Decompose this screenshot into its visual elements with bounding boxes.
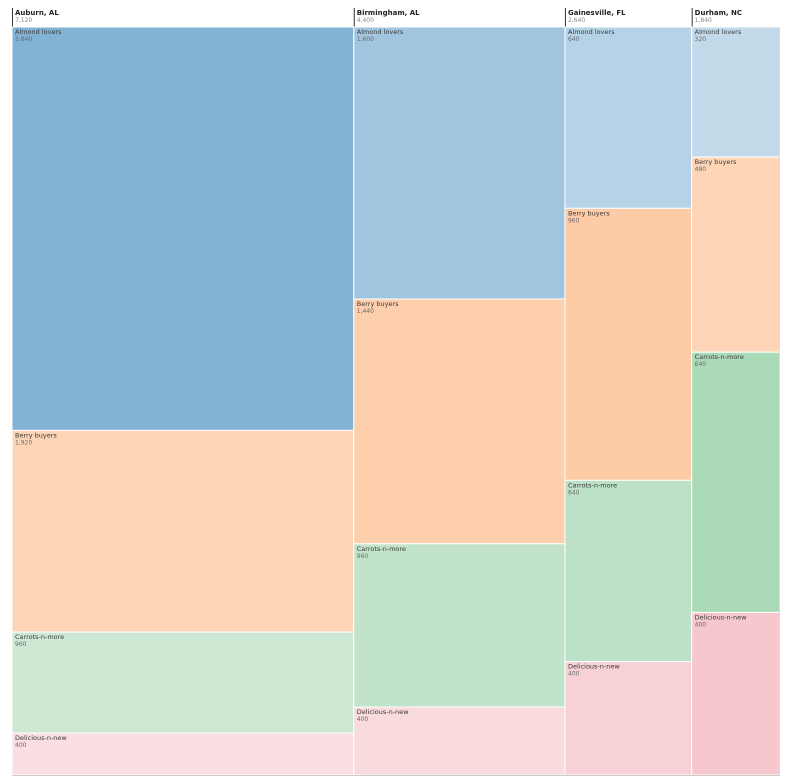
- cell-value: 640: [568, 489, 580, 496]
- cell-durham-nc-almond-lovers: [691, 26, 781, 158]
- cell-value: 1,600: [357, 36, 374, 43]
- cell-value: 1,920: [15, 439, 32, 446]
- cell-label: Berry buyers: [357, 300, 399, 308]
- column-total: 1,840: [695, 17, 712, 24]
- cell-value: 3,840: [15, 36, 32, 43]
- cell-value: 960: [357, 553, 369, 560]
- cell-label: Berry buyers: [568, 209, 610, 217]
- cell-value: 640: [695, 361, 707, 368]
- cell-label: Berry buyers: [695, 158, 737, 166]
- cell-auburn-al-almond-lovers: [11, 26, 355, 431]
- cell-label: Delicious-n-new: [568, 663, 620, 671]
- cell-durham-nc-carrots-n-more: [691, 351, 781, 613]
- column-title: Birmingham, AL: [357, 9, 420, 17]
- cell-durham-nc-delicious-n-new: [691, 611, 781, 776]
- cell-birmingham-al-almond-lovers: [353, 26, 566, 300]
- cell-value: 960: [15, 641, 27, 648]
- cell-value: 640: [568, 36, 580, 43]
- cell-label: Delicious-n-new: [695, 613, 747, 621]
- cell-auburn-al-carrots-n-more: [11, 631, 355, 734]
- cell-value: 400: [695, 621, 707, 628]
- cell-gainesville-fl-almond-lovers: [564, 26, 693, 209]
- cell-label: Carrots-n-more: [695, 353, 744, 361]
- cell-label: Almond lovers: [15, 28, 62, 36]
- cell-value: 400: [357, 716, 369, 723]
- cell-value: 320: [695, 36, 707, 43]
- cell-gainesville-fl-carrots-n-more: [564, 479, 693, 663]
- cell-value: 480: [695, 166, 707, 173]
- column-total: 4,400: [357, 17, 374, 24]
- cell-label: Carrots-n-more: [357, 545, 406, 553]
- cell-label: Delicious-n-new: [357, 708, 409, 716]
- cell-label: Almond lovers: [568, 28, 615, 36]
- column-title: Durham, NC: [695, 9, 742, 17]
- cell-birmingham-al-delicious-n-new: [353, 706, 566, 776]
- cell-birmingham-al-berry-buyers: [353, 298, 566, 545]
- cell-label: Carrots-n-more: [568, 481, 617, 489]
- cell-label: Almond lovers: [357, 28, 404, 36]
- column-total: 2,640: [568, 17, 585, 24]
- cell-label: Almond lovers: [695, 28, 742, 36]
- cell-value: 400: [15, 742, 27, 749]
- cell-value: 960: [568, 217, 580, 224]
- cell-auburn-al-berry-buyers: [11, 429, 355, 633]
- cell-value: 400: [568, 671, 580, 678]
- column-total: 7,120: [15, 17, 32, 24]
- cell-gainesville-fl-berry-buyers: [564, 207, 693, 481]
- column-title: Auburn, AL: [15, 9, 59, 17]
- cell-gainesville-fl-delicious-n-new: [564, 661, 693, 776]
- cell-label: Berry buyers: [15, 431, 57, 439]
- column-title: Gainesville, FL: [568, 9, 626, 17]
- cell-value: 1,440: [357, 308, 374, 315]
- cell-birmingham-al-carrots-n-more: [353, 543, 566, 708]
- cell-durham-nc-berry-buyers: [691, 156, 781, 353]
- cell-label: Carrots-n-more: [15, 633, 64, 641]
- cell-label: Delicious-n-new: [15, 734, 67, 742]
